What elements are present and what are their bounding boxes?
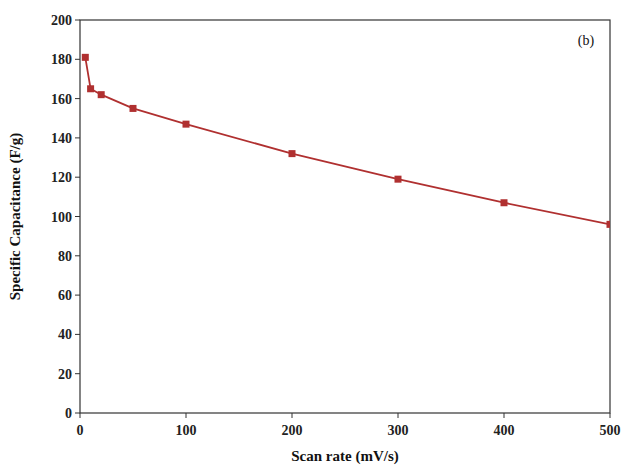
x-tick — [504, 413, 505, 418]
y-tick-label: 0 — [65, 406, 72, 421]
y-tick-label: 180 — [51, 52, 72, 67]
y-tick — [75, 413, 80, 414]
chart-container: 0 100 200 300 400 500 0 20 40 60 80 100 120 140 160 180… — [0, 0, 634, 475]
data-point — [607, 221, 611, 228]
data-point — [130, 105, 137, 112]
y-tick-label: 120 — [51, 170, 72, 185]
data-point — [82, 54, 89, 61]
y-tick — [75, 295, 80, 296]
plot-data — [82, 54, 610, 228]
data-point — [183, 121, 190, 128]
y-tick — [75, 373, 80, 374]
axes: 0 100 200 300 400 500 0 20 40 60 80 100 120 140 160 180… — [51, 13, 621, 438]
y-tick — [75, 137, 80, 138]
annotation: (b) — [578, 33, 595, 49]
y-tick-label: 60 — [58, 288, 72, 303]
data-line — [85, 57, 610, 224]
x-tick — [610, 413, 611, 418]
y-tick — [75, 59, 80, 60]
y-tick — [75, 216, 80, 217]
chart-svg: 0 100 200 300 400 500 0 20 40 60 80 100 120 140 160 180… — [0, 0, 634, 475]
y-tick-label: 40 — [58, 327, 72, 342]
y-axis-label: Specific Capacitance (F/g) — [7, 133, 24, 300]
y-tick — [75, 255, 80, 256]
x-tick — [292, 413, 293, 418]
y-tick-label: 100 — [51, 210, 72, 225]
x-tick-label: 100 — [176, 423, 197, 438]
y-tick-label: 140 — [51, 131, 72, 146]
plot-frame — [80, 20, 610, 413]
x-tick-label: 500 — [600, 423, 621, 438]
x-axis-label: Scan rate (mV/s) — [291, 448, 398, 465]
data-point — [98, 91, 105, 98]
y-tick-label: 160 — [51, 92, 72, 107]
data-point — [289, 150, 296, 157]
data-point — [501, 199, 508, 206]
y-tick — [75, 20, 80, 21]
x-tick — [186, 413, 187, 418]
x-tick — [80, 413, 81, 418]
data-point — [87, 85, 94, 92]
y-tick-label: 20 — [58, 367, 72, 382]
y-tick-label: 80 — [58, 249, 72, 264]
x-tick-label: 300 — [388, 423, 409, 438]
y-tick — [75, 177, 80, 178]
x-tick-label: 0 — [77, 423, 84, 438]
y-tick-label: 200 — [51, 13, 72, 28]
y-tick — [75, 334, 80, 335]
x-tick — [398, 413, 399, 418]
y-tick — [75, 98, 80, 99]
data-point — [395, 176, 402, 183]
x-tick-label: 400 — [494, 423, 515, 438]
x-tick-label: 200 — [282, 423, 303, 438]
